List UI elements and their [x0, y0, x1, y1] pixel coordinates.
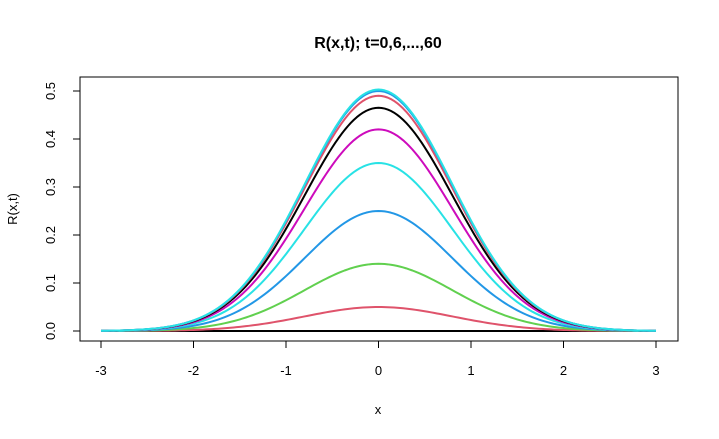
series-line-4	[100, 162, 657, 332]
y-tick-label: 0.0	[43, 322, 58, 340]
chart-title: R(x,t); t=0,6,...,60	[314, 35, 442, 52]
plot-area	[79, 76, 679, 342]
x-tick-label: 1	[467, 363, 474, 378]
series-line-1	[101, 306, 656, 332]
series-line-5	[100, 128, 657, 332]
x-tick-label: 2	[560, 363, 567, 378]
y-tick-label: 0.1	[43, 274, 58, 292]
x-tick-label: -1	[280, 363, 292, 378]
series-line-7	[100, 94, 657, 332]
y-tick-label: 0.5	[43, 82, 58, 100]
x-tick-label: -2	[188, 363, 200, 378]
y-tick-label: 0.2	[43, 226, 58, 244]
x-tick-label: 3	[652, 363, 659, 378]
series-line-3	[100, 210, 657, 332]
y-tick-label: 0.4	[43, 130, 58, 148]
series-line-6	[100, 106, 657, 332]
series-line-2	[100, 262, 657, 332]
x-tick-label: 0	[375, 363, 382, 378]
series-line-9	[100, 88, 657, 332]
x-axis-label: x	[375, 402, 382, 417]
series-layer	[100, 88, 657, 332]
y-tick-label: 0.3	[43, 178, 58, 196]
y-axis-label: R(x,t)	[5, 193, 20, 225]
x-tick-label: -3	[95, 363, 107, 378]
y-axis: 0.0 0.1 0.2 0.3 0.4 0.5	[43, 82, 81, 340]
x-axis: -3 -2 -1 0 1 2 3	[95, 340, 660, 378]
